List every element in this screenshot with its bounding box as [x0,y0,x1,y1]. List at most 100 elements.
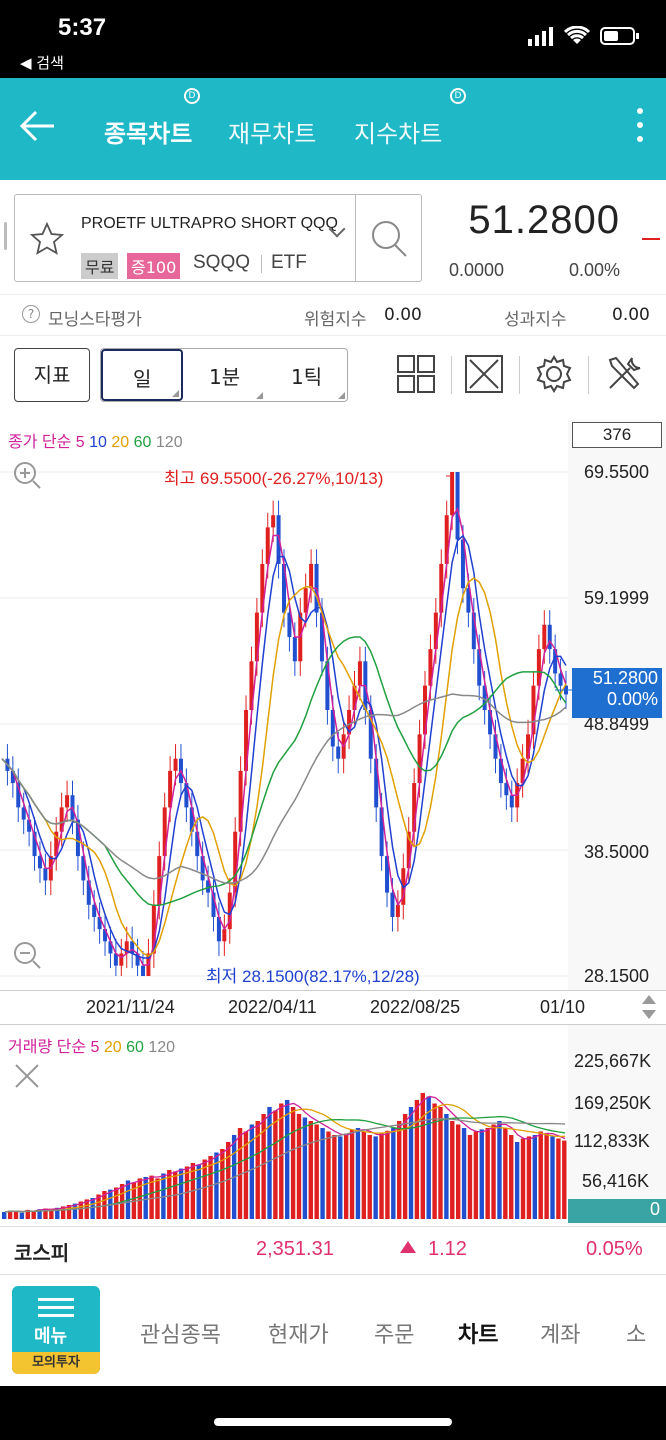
kospi-ticker[interactable]: 코스피 2,351.31 1.12 0.05% [0,1226,666,1274]
candle-body [124,941,129,954]
stock-selector[interactable]: PROETF ULTRAPRO SHORT QQQ 무료 증100 SQQQ E… [14,194,422,282]
volume-chart[interactable]: 거래량 단순 5 20 60 120 225,667K 169,250K 112… [0,1024,666,1225]
period-min-button[interactable]: 1분 [183,349,265,401]
zoom-in-icon[interactable] [10,458,44,492]
indicator-button[interactable]: 지표 [14,348,90,402]
tab-finance-chart[interactable]: 재무차트 [228,120,317,148]
volume-bar [267,1106,272,1219]
volume-bar [143,1176,148,1219]
candle-body [81,856,86,881]
volume-bar [149,1175,154,1219]
candle-body [130,941,135,954]
nav-chart[interactable]: 차트 [458,1323,499,1348]
legend-ma20: 20 [111,434,130,451]
candle-body [504,783,509,796]
price-legend: 종가 단순 5 10 20 60 120 [8,428,183,452]
volume-bar [438,1106,443,1219]
fullscreen-icon[interactable] [464,354,504,394]
hamburger-icon [38,1298,74,1301]
perf-label: 성과지수 [504,310,567,330]
candle-body [238,770,243,832]
nav-watchlist[interactable]: 관심종목 [140,1323,221,1348]
candle-body [357,661,362,686]
tab-stock-chart[interactable]: 종목차트 [104,120,193,148]
x-tick: 2022/08/25 [370,997,461,1017]
volume-bar [296,1113,302,1219]
candle-body [59,807,64,832]
vol-legend-label: 거래량 단순 [8,1039,87,1056]
scroll-arrows-icon[interactable] [640,993,658,1021]
candle-body [168,770,173,808]
volume-bar [66,1204,72,1219]
volume-bar [414,1099,420,1219]
volume-bar [326,1131,331,1219]
volume-bar [84,1199,89,1219]
volume-bar [349,1129,355,1219]
status-icons [528,26,640,46]
tools-icon[interactable] [604,354,644,394]
help-icon[interactable]: ? [22,305,40,323]
volume-legend: 거래량 단순 5 20 60 120 [8,1033,175,1057]
y-tick: 59.1999 [584,588,650,608]
grid-layout-icon[interactable] [396,354,436,394]
volume-bar [237,1127,243,1219]
candle-body [32,831,37,857]
candle-body [488,710,493,735]
volume-bar [2,1211,7,1219]
search-button[interactable] [355,195,421,281]
candle-body [368,710,373,759]
volume-bar [503,1127,508,1219]
period-tick-button[interactable]: 1틱 [265,349,347,401]
drawer-handle[interactable] [4,222,7,250]
price-chart[interactable]: 종가 단순 5 10 20 60 120 376 최고 69.5500(-26.… [0,420,666,1000]
candle-body [27,819,32,832]
zoom-out-icon[interactable] [10,938,44,972]
favorite-star-icon[interactable] [29,221,65,257]
ma-line-120 [1,693,567,884]
candle-body [553,649,558,674]
candle-body [254,612,259,662]
nav-more[interactable]: 소 [626,1323,647,1348]
price-chart-svg[interactable] [0,420,666,1000]
gear-icon[interactable] [534,354,574,394]
volume-bar [25,1209,30,1219]
tab-index-chart[interactable]: 지수차트 [354,120,443,148]
candle-body [86,880,91,905]
volume-bar [379,1133,384,1219]
candle-body [195,831,200,857]
candle-body [216,916,221,942]
volume-chart-svg[interactable] [0,1025,666,1225]
vol-ma-20 [4,1103,566,1213]
menu-button[interactable]: 메뉴 모의투자 [12,1286,100,1374]
period-day-button[interactable]: 일 [101,349,183,401]
more-menu-icon[interactable] [636,108,644,148]
nav-order[interactable]: 주문 [374,1323,415,1348]
y-tick: 48.8499 [584,714,650,734]
volume-bar [509,1134,514,1219]
flat-change-indicator [642,238,660,240]
vol-y-tick: 112,833K [574,1131,650,1151]
candle-body [352,685,357,710]
candle-body [536,649,541,686]
volume-bar [332,1134,337,1219]
candle-body [423,685,427,735]
volume-bar [514,1141,520,1219]
back-arrow-icon[interactable] [18,106,58,146]
volume-bar [243,1131,249,1219]
candle-body [211,892,216,917]
close-icon[interactable] [12,1061,42,1091]
nav-current-price[interactable]: 현재가 [268,1323,329,1348]
candle-body [43,868,48,881]
candle-body [406,831,411,869]
morningstar-label[interactable]: 모닝스타평가 [48,310,142,330]
vol-y-tick: 56,416K [582,1171,650,1191]
candle-body [466,588,471,613]
candle-body [325,661,330,710]
candle-body [460,539,465,589]
volume-bar [385,1130,390,1219]
nav-account[interactable]: 계좌 [540,1323,581,1348]
status-back-link[interactable]: ◀ 검색 [20,54,64,72]
candle-count-box[interactable]: 376 [572,422,662,448]
candle-body [97,916,102,930]
current-price-marker-pct: 0.00% [606,689,658,709]
